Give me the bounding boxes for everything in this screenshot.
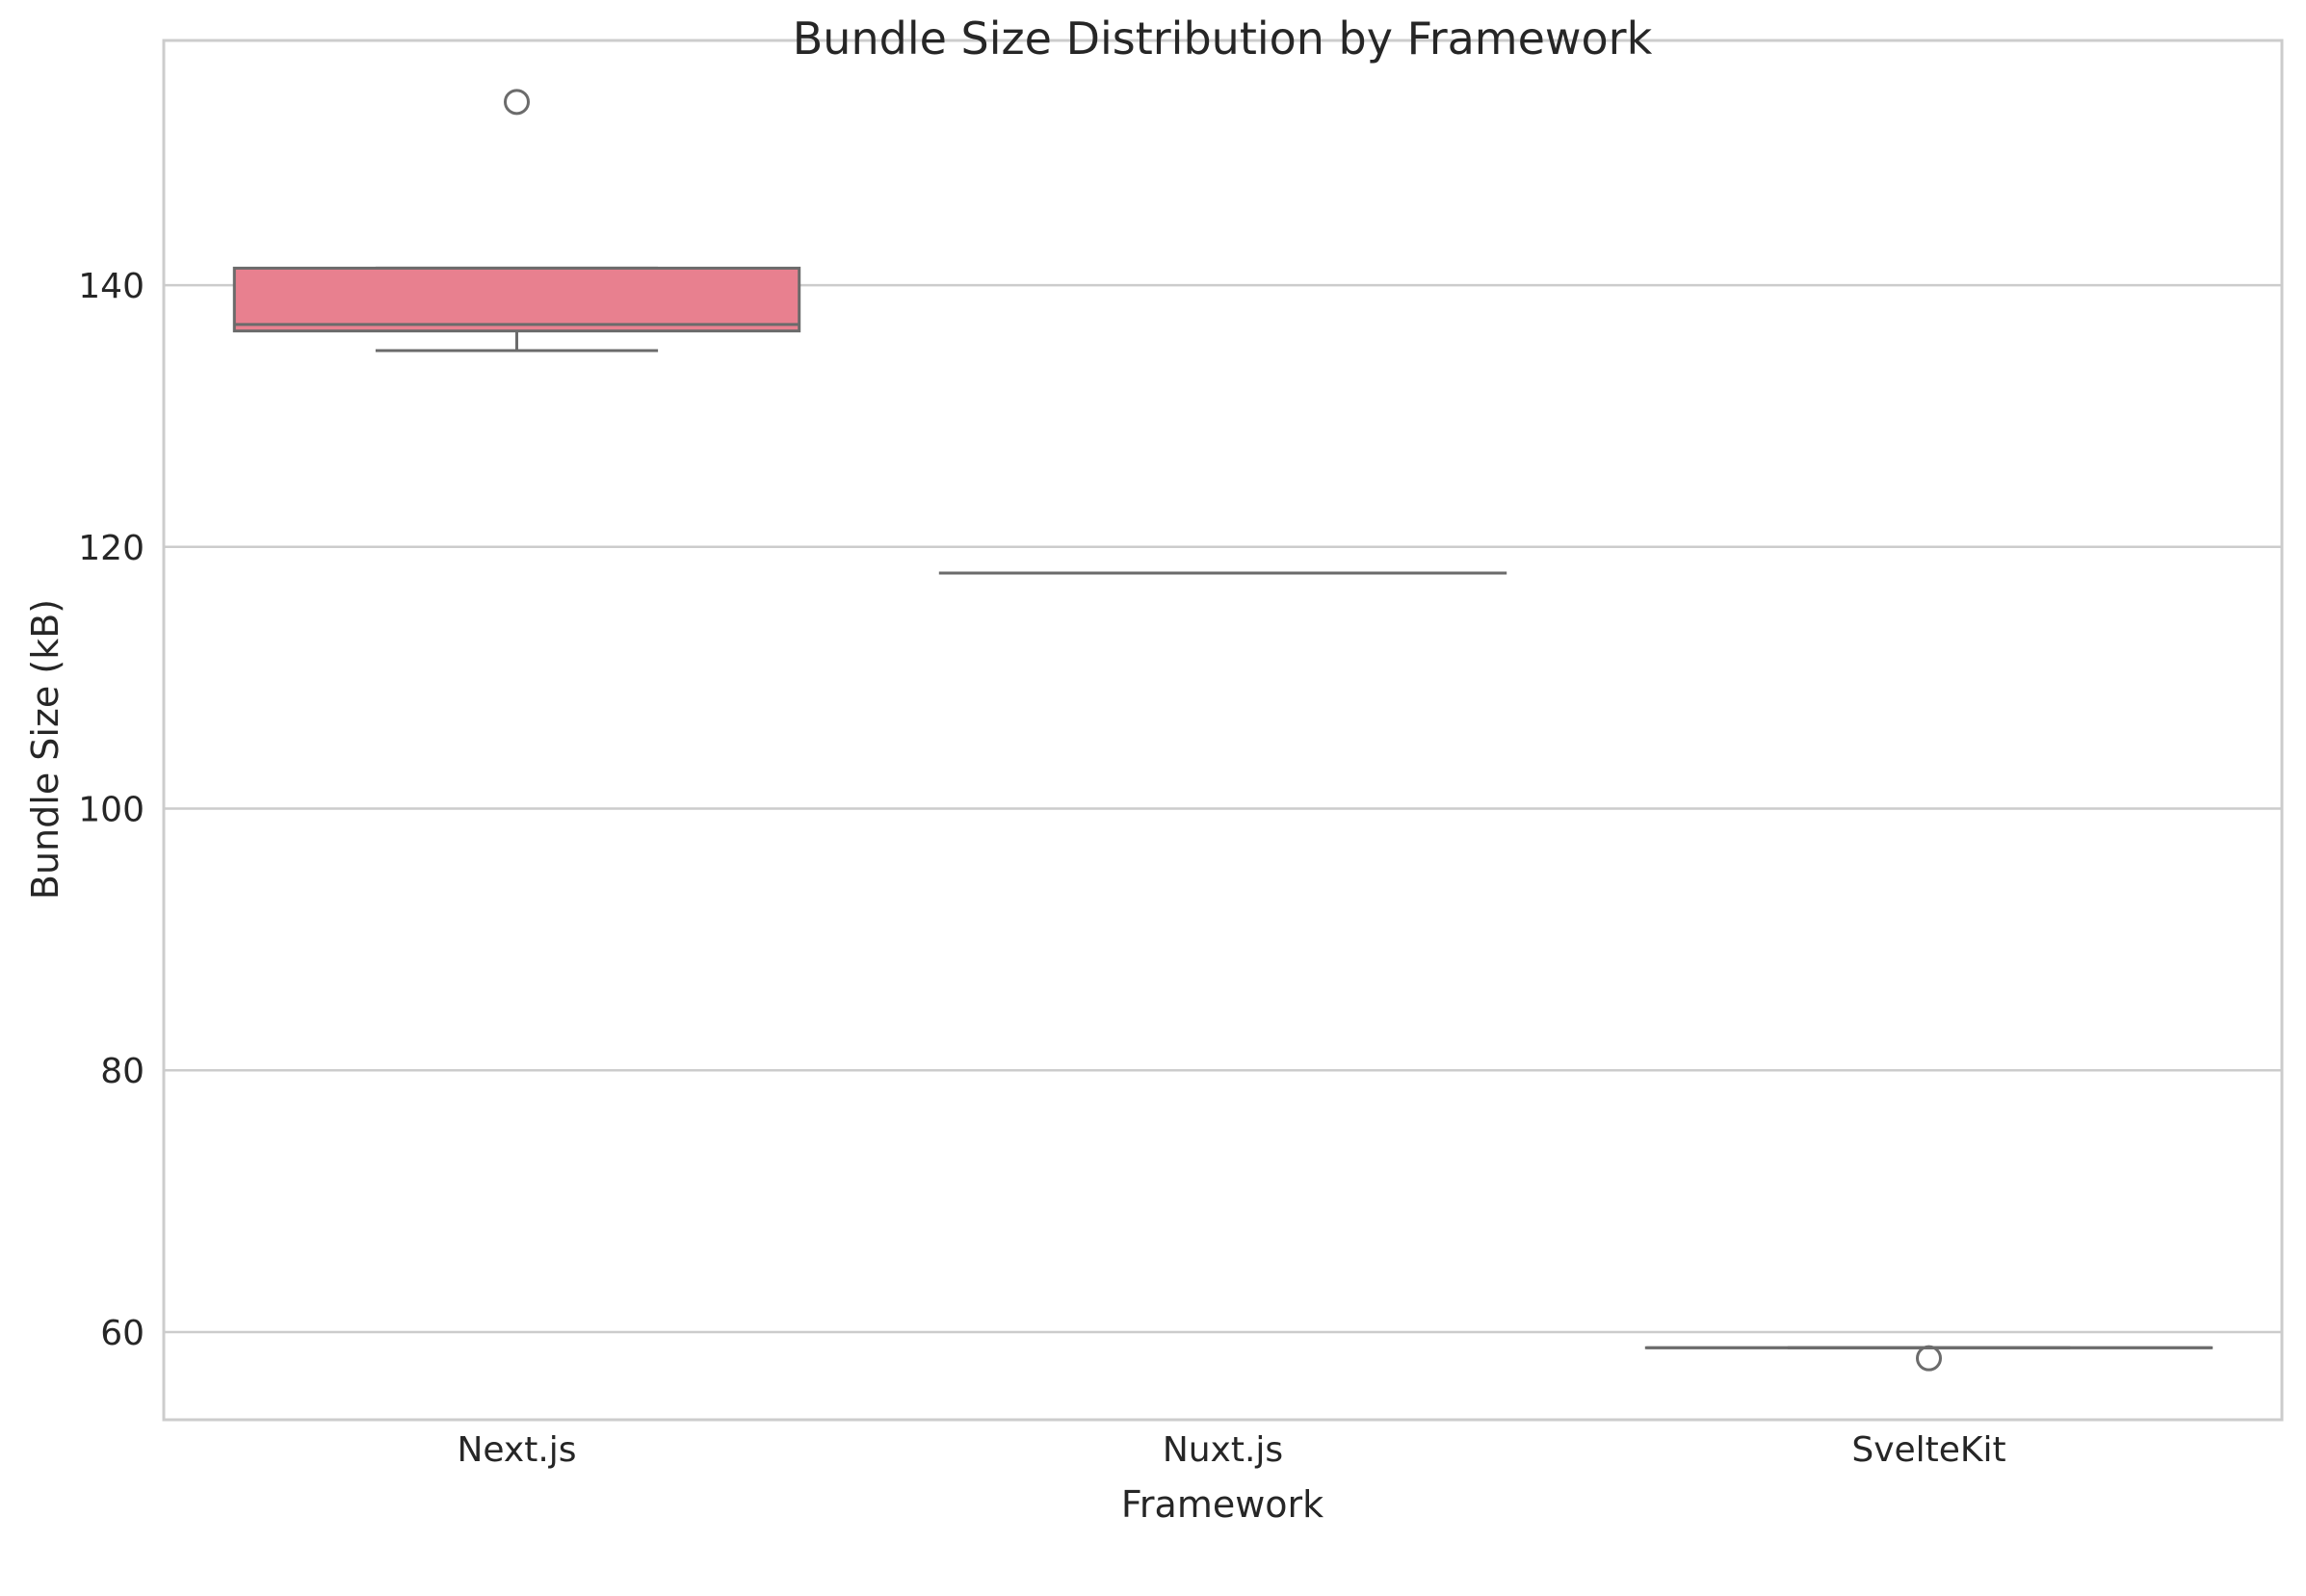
y-tick-label: 140 [78,267,144,306]
outlier-sveltekit [1916,1345,1942,1372]
boxes [232,89,2214,1372]
box-next-js [232,266,801,333]
y-axis-label: Bundle Size (kB) [24,599,66,900]
x-tick-label: SvelteKit [1851,1430,2005,1470]
y-tick-label: 80 [100,1052,144,1091]
x-tick-label: Nuxt.js [1163,1430,1283,1470]
x-axis-ticks: Next.js Nuxt.js SvelteKit [457,1430,2005,1470]
y-axis-ticks: 60 80 100 120 140 [78,267,144,1353]
y-tick-label: 100 [78,791,144,830]
x-axis-label: Framework [1121,1483,1323,1526]
outlier-next-js [504,89,530,116]
plot-frame [162,39,2284,1422]
x-tick-label: Next.js [457,1430,576,1470]
y-tick-label: 120 [78,529,144,568]
y-tick-label: 60 [100,1314,144,1353]
chart-title: Bundle Size Distribution by Framework [793,13,1653,65]
